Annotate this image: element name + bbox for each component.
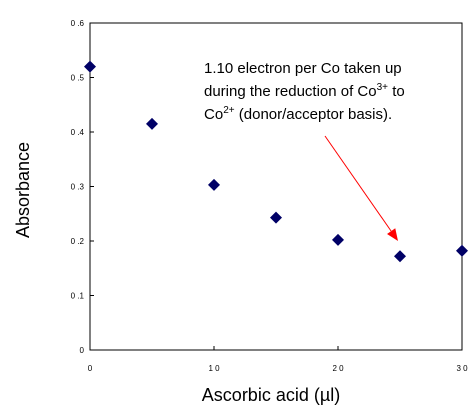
annotation-arrow	[324, 135, 392, 232]
annotation-line-1: 1.10 electron per Co taken up	[204, 60, 402, 77]
data-point	[394, 250, 406, 263]
annotation-line-2: during the reduction of Co3+ to	[204, 82, 405, 100]
x-axis-ticks: 0 1 0 2 0 3 0	[88, 346, 468, 373]
y-tick-label: 0 .4	[71, 128, 85, 137]
y-tick-label: 0 .2	[71, 237, 85, 246]
data-points	[84, 60, 468, 263]
x-tick-label: 3 0	[456, 364, 468, 373]
y-axis-label: Absorbance	[13, 142, 33, 238]
y-tick-label: 0	[80, 346, 85, 355]
y-tick-label: 0 .5	[71, 74, 85, 83]
data-point	[456, 244, 468, 257]
x-tick-label: 0	[88, 364, 93, 373]
data-point	[270, 211, 282, 224]
y-axis-ticks: 0 0 .1 0 .2 0 .3 0 .4 0 .5 0 .6	[71, 19, 94, 355]
y-tick-label: 0 .6	[71, 19, 85, 28]
annotation-arrowhead	[387, 228, 398, 241]
annotation-text: 1.10 electron per Co taken up during the…	[204, 60, 405, 123]
data-point	[146, 117, 158, 130]
annotation-arrow-group	[324, 135, 398, 241]
y-tick-label: 0 .1	[71, 292, 85, 301]
annotation-line-3: Co2+ (donor/acceptor basis).	[204, 105, 392, 123]
x-tick-label: 1 0	[208, 364, 220, 373]
x-tick-label: 2 0	[332, 364, 344, 373]
data-point	[208, 178, 220, 191]
data-point	[332, 233, 344, 246]
y-tick-label: 0 .3	[71, 183, 85, 192]
data-point	[84, 60, 96, 73]
x-axis-label: Ascorbic acid (µl)	[202, 385, 340, 405]
